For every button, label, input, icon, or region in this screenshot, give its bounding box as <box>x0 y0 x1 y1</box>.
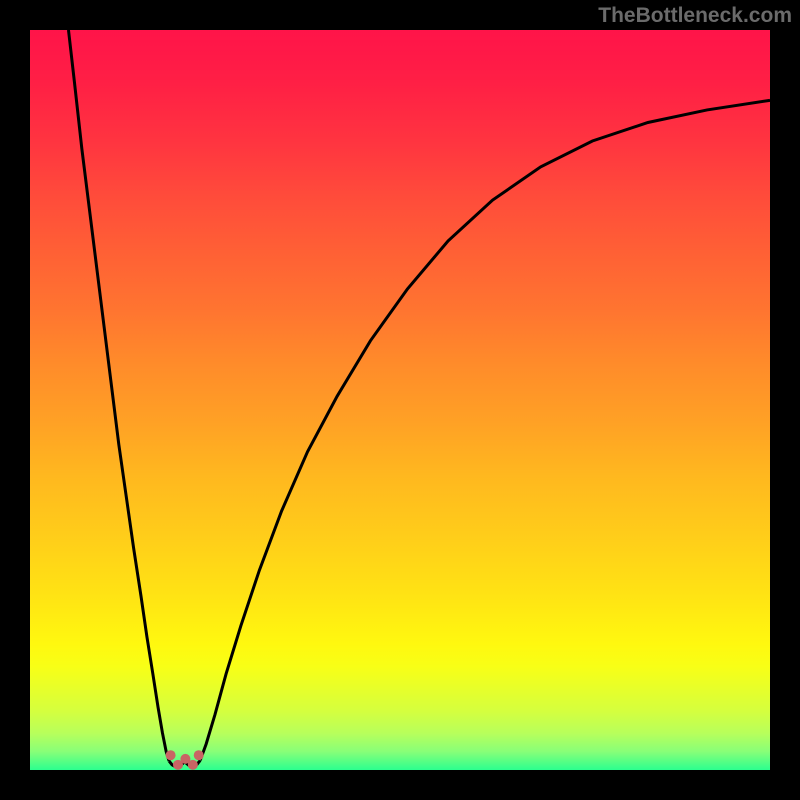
plot-area <box>30 30 770 770</box>
chart-container: TheBottleneck.com <box>0 0 800 800</box>
gradient-background <box>30 30 770 770</box>
valley-dot <box>188 760 198 770</box>
chart-svg <box>30 30 770 770</box>
valley-dot <box>194 750 204 760</box>
watermark-text: TheBottleneck.com <box>598 4 792 28</box>
valley-dot <box>166 750 176 760</box>
